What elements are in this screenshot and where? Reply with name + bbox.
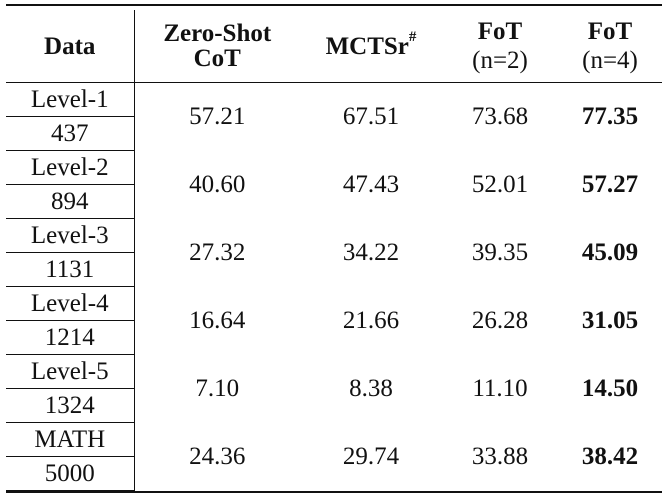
cell-zero-shot: 27.32 (189, 239, 246, 266)
table-row: Level-1 57.21 67.51 73.68 77.35 (6, 82, 662, 129)
header-fot-n4-label: FoT (587, 18, 633, 45)
cell-fot-n2: 52.01 (471, 171, 529, 198)
cell-mctsr: 8.38 (349, 375, 393, 402)
header-fot-n2: FoT (n=2) (442, 10, 558, 83)
header-zero-shot-cot: Zero-Shot CoT (134, 10, 300, 83)
cell-mctsr: 34.22 (342, 239, 400, 266)
cell-mctsr: 21.66 (342, 307, 400, 334)
table-row-count: 437 (6, 116, 662, 151)
table-row-count: 1214 (6, 320, 662, 355)
row-count: 1324 (6, 388, 135, 423)
row-count: 1131 (6, 252, 135, 287)
cell-zero-shot: 24.36 (189, 443, 246, 470)
header-mctsr: MCTSr# (300, 10, 442, 83)
cell-zero-shot: 7.10 (195, 375, 240, 402)
table-row: Level-3 27.32 34.22 39.35 45.09 (6, 218, 662, 265)
table-row-count: 1131 (6, 252, 662, 287)
header-fot-n2-sub: (n=2) (472, 47, 528, 74)
table-row: Level-4 16.64 21.66 26.28 31.05 (6, 286, 662, 333)
header-mctsr-sup: # (408, 28, 417, 45)
cell-fot-n2: 73.68 (471, 103, 529, 131)
header-fot-n4-sub: (n=4) (582, 47, 638, 74)
table-row: Level-5 7.10 8.38 11.10 14.50 (6, 354, 662, 401)
row-count: 437 (6, 116, 135, 151)
cell-fot-n4: 31.05 (581, 307, 639, 334)
header-zero-shot-line1: Zero-Shot (163, 20, 272, 47)
cell-zero-shot: 57.21 (189, 103, 246, 131)
cell-zero-shot: 40.60 (189, 171, 246, 198)
header-data: Data (6, 10, 135, 83)
table-row-count: 894 (6, 184, 662, 219)
cell-mctsr: 47.43 (342, 171, 400, 198)
cell-fot-n4: 45.09 (581, 239, 639, 266)
table-row: Level-2 40.60 47.43 52.01 57.27 (6, 150, 662, 197)
header-fot-n2-label: FoT (477, 18, 523, 45)
header-mctsr-label: MCTSr (325, 32, 409, 60)
cell-zero-shot: 16.64 (189, 307, 246, 334)
cell-fot-n2: 39.35 (471, 239, 529, 266)
header-fot-n4: FoT (n=4) (558, 10, 662, 83)
table-row: MATH 24.36 29.74 33.88 38.42 (6, 422, 662, 469)
cell-fot-n4: 57.27 (581, 171, 639, 198)
top-rule (6, 4, 662, 6)
table-row-count: 1324 (6, 388, 662, 423)
row-level: Level-4 (6, 286, 135, 321)
row-level: Level-2 (6, 150, 135, 185)
results-table: Data Zero-Shot CoT MCTSr# FoT (n=2) FoT … (6, 10, 662, 491)
row-level: MATH (6, 422, 135, 457)
cell-fot-n2: 33.88 (471, 443, 529, 470)
cell-mctsr: 67.51 (342, 103, 400, 131)
row-count: 1214 (6, 320, 135, 355)
cell-fot-n2: 11.10 (472, 375, 528, 402)
header-zero-shot-line2: CoT (193, 45, 241, 72)
cell-fot-n4: 77.35 (581, 103, 639, 131)
row-level: Level-1 (6, 82, 135, 117)
cell-fot-n4: 14.50 (581, 375, 639, 402)
row-level: Level-3 (6, 218, 135, 253)
cell-fot-n4: 38.42 (581, 443, 639, 470)
cell-fot-n2: 26.28 (471, 307, 529, 334)
bottom-rule (6, 491, 662, 493)
header-row: Data Zero-Shot CoT MCTSr# FoT (n=2) FoT … (6, 10, 662, 83)
row-level: Level-5 (6, 354, 135, 389)
cell-mctsr: 29.74 (342, 443, 400, 470)
row-count: 5000 (6, 456, 135, 491)
table-row-count: 5000 (6, 456, 662, 491)
row-count: 894 (6, 184, 135, 219)
